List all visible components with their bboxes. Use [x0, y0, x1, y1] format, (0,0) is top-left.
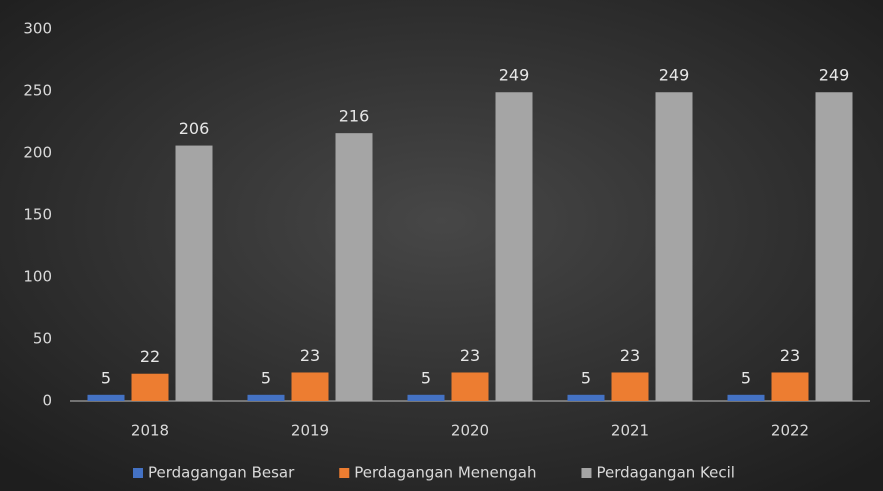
y-tick-label: 50	[33, 330, 52, 348]
data-label: 23	[780, 346, 800, 365]
data-label: 206	[179, 119, 210, 138]
data-label: 249	[819, 66, 850, 85]
y-tick-label: 150	[23, 206, 52, 224]
y-tick-label: 200	[23, 144, 52, 162]
legend-swatch	[581, 468, 592, 478]
x-tick-label: 2021	[611, 422, 649, 440]
bar	[407, 394, 445, 401]
y-tick-label: 0	[42, 392, 52, 410]
x-tick-label: 2020	[451, 422, 489, 440]
bar	[727, 394, 765, 401]
data-label: 249	[499, 66, 530, 85]
legend-swatch	[133, 468, 143, 478]
bar	[175, 145, 213, 401]
y-tick-label: 100	[23, 268, 52, 286]
bar	[815, 92, 853, 402]
x-tick-label: 2019	[291, 422, 329, 440]
bar	[567, 394, 605, 401]
bar	[771, 372, 809, 401]
data-label: 5	[581, 368, 591, 387]
data-label: 5	[101, 368, 111, 387]
data-label: 216	[339, 107, 370, 126]
data-label: 22	[140, 347, 160, 366]
data-label: 249	[659, 66, 690, 85]
x-tick-label: 2022	[771, 422, 809, 440]
x-tick-label: 2018	[131, 422, 169, 440]
data-label: 23	[620, 346, 640, 365]
data-label: 5	[741, 368, 751, 387]
bar	[131, 373, 169, 401]
bar	[291, 372, 329, 401]
data-label: 5	[261, 368, 271, 387]
legend-label: Perdagangan Menengah	[354, 464, 536, 482]
bar	[451, 372, 489, 401]
data-label: 23	[300, 346, 320, 365]
bar	[495, 92, 533, 402]
bar	[655, 92, 693, 402]
legend-label: Perdagangan Kecil	[596, 464, 734, 482]
bar	[87, 394, 125, 401]
bar	[335, 133, 373, 401]
y-tick-label: 300	[23, 20, 52, 38]
data-label: 5	[421, 368, 431, 387]
bar	[611, 372, 649, 401]
bar	[247, 394, 285, 401]
legend-swatch	[339, 468, 350, 478]
data-label: 23	[460, 346, 480, 365]
y-tick-label: 250	[23, 82, 52, 100]
legend-label: Perdagangan Besar	[148, 464, 295, 482]
